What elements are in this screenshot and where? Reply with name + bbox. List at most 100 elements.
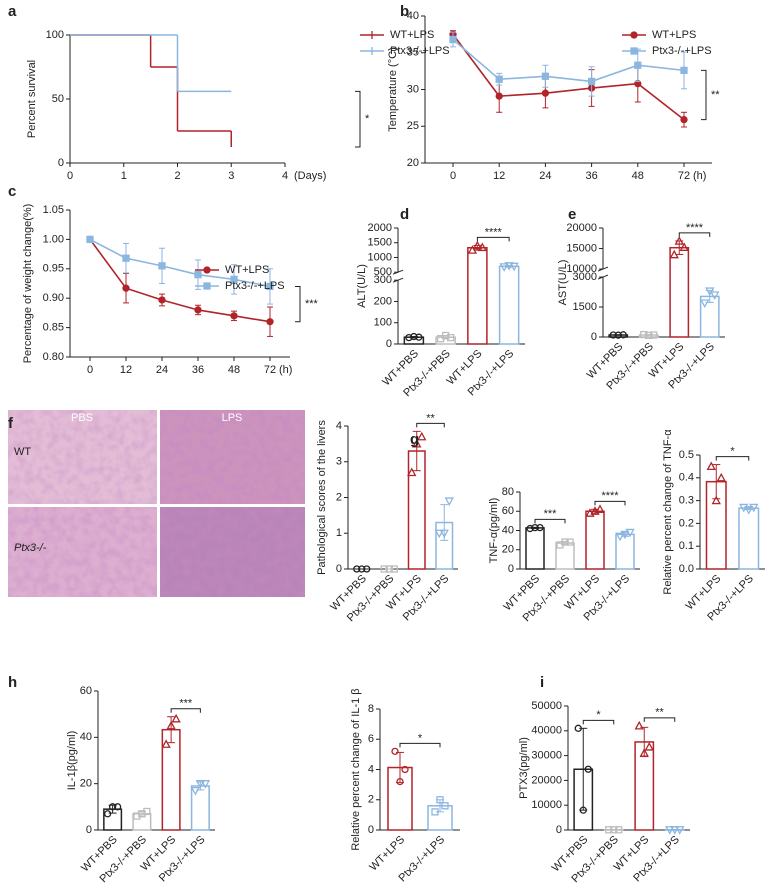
data-point: [495, 75, 503, 83]
y-axis-title: IL-1β(pg/ml): [66, 731, 78, 791]
significance-label: *: [365, 113, 370, 125]
y-tick-label: 0.3: [679, 495, 694, 507]
y-tick-label: 1.05: [43, 204, 64, 216]
significance-label: *: [418, 732, 423, 744]
y-tick-label: 30000: [531, 750, 562, 762]
legend-label: WT+LPS: [225, 264, 269, 276]
data-point: [670, 826, 680, 835]
y-tick-label: 0: [86, 824, 92, 836]
data-point: [644, 741, 654, 751]
significance-label: ****: [686, 222, 704, 234]
y-tick-label: 100: [46, 29, 64, 41]
data-point: [391, 747, 399, 755]
y-tick-label: 20: [80, 778, 92, 790]
bar: [525, 527, 545, 570]
series-line: [89, 238, 271, 323]
y-axis-title: Temperature (°C): [387, 47, 399, 131]
data-point: [639, 748, 649, 757]
data-point: [158, 296, 166, 304]
y-tick-label: 15000: [566, 242, 597, 254]
data-point: [158, 262, 166, 270]
histology-images: PBS LPS WT Ptx3-/-: [8, 410, 305, 597]
bar: [585, 510, 605, 570]
data-point: [266, 318, 274, 326]
data-point: [541, 72, 550, 80]
histology-texture: [8, 507, 157, 597]
y-tick-label: 25: [407, 120, 419, 132]
y-tick-label: 300: [374, 274, 392, 286]
axis-break: [597, 274, 609, 280]
data-point: [122, 254, 130, 262]
x-tick-label: 36: [192, 364, 204, 376]
x-tick-label: 12: [120, 364, 132, 376]
significance-bracket: [701, 69, 707, 121]
significance-label: **: [426, 412, 435, 424]
significance-label: *: [596, 709, 601, 721]
y-tick-label: 20: [407, 157, 419, 169]
data-point: [467, 245, 478, 254]
panel-letter: h: [8, 674, 17, 691]
y-tick-label: 100: [374, 317, 392, 329]
data-point: [561, 538, 569, 546]
data-point: [439, 529, 449, 539]
significance-bracket: [582, 719, 615, 725]
legend-marker: [203, 266, 211, 274]
y-axis-title: TNF-α(pg/ml): [488, 498, 500, 564]
data-point: [415, 333, 423, 341]
data-point: [609, 331, 617, 339]
y-tick-label: 1: [336, 527, 342, 539]
data-point: [509, 262, 519, 272]
legend-marker: [203, 282, 211, 290]
data-point: [353, 565, 361, 573]
bar: [669, 246, 690, 338]
data-point: [396, 777, 404, 786]
significance-bracket: [416, 422, 445, 428]
y-tick-label: 0.2: [679, 517, 694, 529]
data-point: [640, 330, 648, 339]
series-line: [452, 33, 685, 121]
y-tick-label: 40: [407, 10, 419, 22]
bar: [498, 265, 520, 345]
x-tick-label: 72: [264, 364, 276, 376]
y-tick-label: 0: [58, 157, 64, 169]
legend-label: Ptx3-/-+LPS: [390, 45, 450, 57]
panel-letter: b: [400, 3, 409, 20]
y-tick-label: 2: [368, 794, 374, 806]
histology-texture: [8, 410, 157, 504]
significance-bracket: [170, 708, 201, 713]
y-tick-label: 1500: [368, 237, 392, 249]
y-tick-label: 4: [336, 420, 342, 432]
y-tick-label: 40000: [531, 725, 562, 737]
y-tick-label: 0.85: [43, 322, 64, 334]
significance-bracket: [594, 500, 626, 506]
y-tick-label: 2: [336, 491, 342, 503]
image-row-label: WT: [14, 446, 31, 458]
y-tick-label: 0: [386, 338, 392, 350]
data-point: [113, 803, 122, 811]
y-tick-label: 0.4: [679, 472, 694, 484]
data-point: [161, 739, 171, 748]
data-point: [363, 565, 371, 573]
data-point: [108, 803, 117, 811]
data-point: [412, 438, 422, 448]
data-point: [449, 35, 457, 44]
significance-bracket: [355, 90, 361, 148]
data-point: [266, 282, 274, 291]
data-point: [380, 565, 388, 573]
y-tick-label: 500: [374, 266, 392, 278]
data-point: [705, 287, 715, 296]
data-point: [436, 796, 444, 804]
data-point: [605, 826, 613, 834]
series-line: [89, 238, 271, 288]
data-point: [680, 115, 688, 124]
data-point: [675, 826, 685, 835]
data-point: [190, 786, 201, 796]
data-point: [615, 532, 625, 542]
data-point: [574, 724, 582, 732]
data-point: [645, 331, 653, 340]
data-point: [441, 802, 449, 810]
y-tick-label: 10000: [566, 263, 597, 275]
data-point: [431, 808, 439, 816]
data-point: [446, 333, 455, 342]
